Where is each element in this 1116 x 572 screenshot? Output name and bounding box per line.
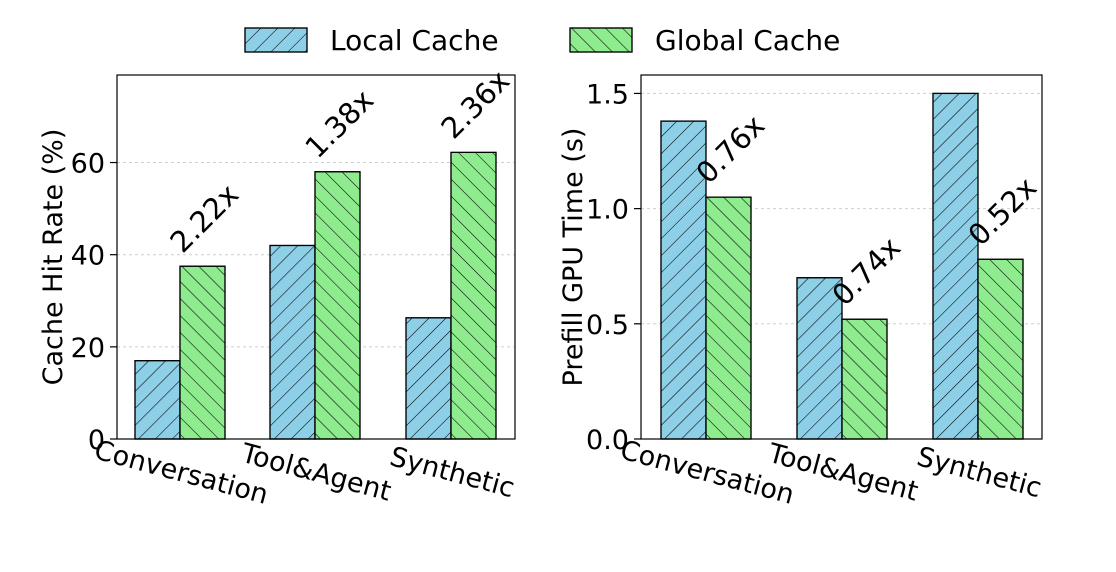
bar-hatch-local-cache xyxy=(134,360,181,440)
y-tick-label: 1.5 xyxy=(586,79,629,110)
y-tick-label: 0.5 xyxy=(586,310,629,341)
bar-hatch-local-cache xyxy=(405,317,452,440)
y-tick-label: 0.0 xyxy=(586,425,629,456)
bar-hatch-local-cache xyxy=(796,277,843,440)
bar-hatch-local-cache xyxy=(269,244,316,440)
legend-swatch-local-cache-hatch xyxy=(244,27,308,53)
y-axis-ticks: 0 20 40 60 xyxy=(71,149,117,456)
y-tick-label: 60 xyxy=(71,149,105,180)
y-tick-label: 40 xyxy=(71,241,105,272)
bar-hatch-global-cache xyxy=(179,265,226,440)
plot-frame xyxy=(640,74,1043,440)
plot-frame xyxy=(116,74,516,440)
legend-label-global-cache: Global Cache xyxy=(655,24,840,57)
legend: Local Cache Global Cache xyxy=(244,24,840,57)
ratio-annotation: 1.38x xyxy=(298,83,380,165)
x-tick-label: Synthetic xyxy=(387,441,518,504)
bar-hatch-global-cache xyxy=(314,171,361,440)
y-axis-label: Prefill GPU Time (s) xyxy=(558,128,589,387)
bar-hatch-global-cache xyxy=(841,318,888,440)
y-tick-label: 0 xyxy=(88,425,105,456)
bar-hatch-global-cache xyxy=(705,196,752,440)
ratio-annotation: 2.36x xyxy=(434,64,516,146)
y-tick-label: 1.0 xyxy=(586,195,629,226)
y-axis-ticks: 0.0 0.5 1.0 1.5 xyxy=(586,79,641,456)
bar-hatch-local-cache xyxy=(932,92,979,440)
chart-prefill-gpu-time: 0.0 0.5 1.0 1.5 ConversationTool&AgentSynth… xyxy=(558,74,1045,511)
legend-swatch-global-cache-hatch xyxy=(569,27,633,53)
y-tick-label: 20 xyxy=(71,333,105,364)
bars xyxy=(134,151,497,440)
legend-item-local-cache: Local Cache xyxy=(244,24,499,57)
ratio-annotation: 2.22x xyxy=(163,177,245,259)
bar-hatch-global-cache xyxy=(450,151,497,440)
x-tick-label: Synthetic xyxy=(914,441,1045,504)
bar-hatch-global-cache xyxy=(977,258,1024,440)
legend-item-global-cache: Global Cache xyxy=(569,24,840,57)
legend-label-local-cache: Local Cache xyxy=(330,24,499,57)
ratio-annotation: 0.74x xyxy=(825,230,907,312)
y-axis-label: Cache Hit Rate (%) xyxy=(38,129,69,386)
